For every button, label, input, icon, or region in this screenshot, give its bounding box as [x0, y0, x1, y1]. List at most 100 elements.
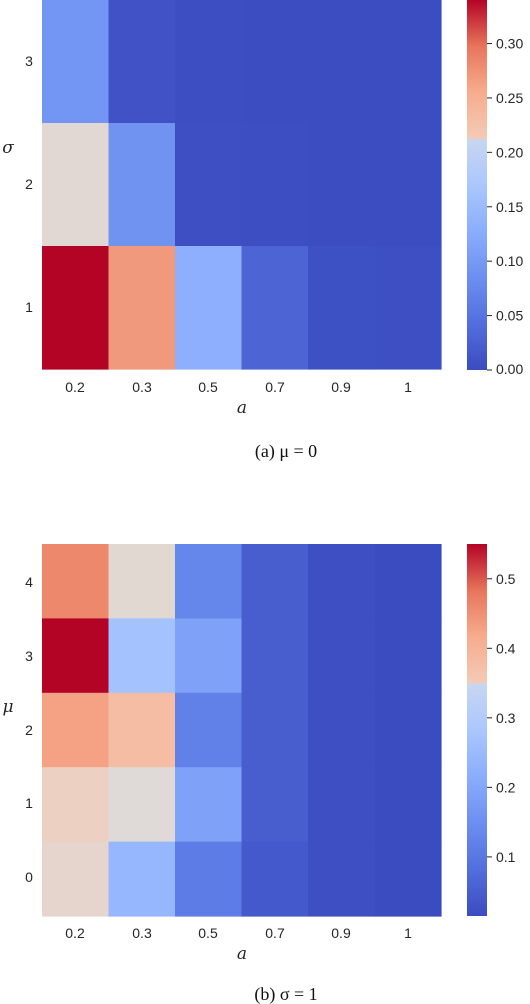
- colorbar-tick-label: 0.30: [496, 36, 523, 52]
- colorbar-tick-label: 0.00: [496, 361, 523, 377]
- heatmap-b-xtick-label: 0.7: [265, 925, 285, 941]
- heatmap-cell: [374, 618, 442, 694]
- heatmap-cell: [42, 544, 110, 619]
- heatmap-b-ytick-label: 1: [25, 795, 33, 811]
- heatmap-a-ytick-label: 3: [25, 53, 33, 69]
- heatmap-cell: [42, 767, 110, 843]
- heatmap-cell: [241, 246, 309, 370]
- colorbar-b: 0.1 0.2 0.3 0.4 0.5: [467, 544, 516, 916]
- heatmap-cell: [308, 246, 376, 370]
- heatmap-a-xtick-label: 0.2: [65, 379, 85, 395]
- colorbar-a-ticks: 0.00 0.05 0.10 0.15 0.20 0.25 0.30: [487, 36, 523, 377]
- colorbar-tick-label: 0.5: [496, 571, 516, 587]
- colorbar-tick-label: 0.25: [496, 90, 523, 106]
- heatmap-cell: [374, 123, 442, 247]
- heatmap-cell: [308, 767, 376, 843]
- colorbar-tick-label: 0.1: [496, 849, 516, 865]
- heatmap-cell: [241, 618, 309, 694]
- heatmap-cell: [374, 544, 442, 619]
- heatmap-cell: [175, 618, 243, 694]
- heatmap-cell: [175, 123, 243, 247]
- heatmap-cell: [241, 0, 309, 124]
- heatmap-cell: [241, 544, 309, 619]
- heatmap-b-yticks: 4 3 2 1 0: [25, 574, 33, 885]
- heatmap-a-yticks: 3 2 1: [25, 53, 33, 315]
- heatmap-cell: [42, 841, 110, 917]
- colorbar-tick-label: 0.3: [496, 710, 516, 726]
- heatmap-a-ylabel: σ: [2, 138, 14, 158]
- colorbar-tick-label: 0.4: [496, 640, 516, 656]
- heatmap-b-xlabel: a: [237, 944, 247, 964]
- heatmap-cell: [374, 767, 442, 843]
- heatmap-cell: [108, 618, 176, 694]
- heatmap-b-cells: [42, 544, 442, 917]
- heatmap-cell: [175, 544, 243, 619]
- heatmap-cell: [308, 841, 376, 917]
- heatmap-cell: [108, 767, 176, 843]
- heatmap-a-xtick-label: 0.7: [265, 379, 285, 395]
- heatmap-a-ytick-label: 1: [25, 299, 33, 315]
- heatmap-a-xtick-label: 0.3: [132, 379, 152, 395]
- colorbar-tick-label: 0.15: [496, 199, 523, 215]
- heatmap-b-xtick-label: 1: [404, 925, 412, 941]
- heatmap-cell: [241, 123, 309, 247]
- heatmap-cell: [308, 0, 376, 124]
- heatmap-a-ytick-label: 2: [25, 176, 33, 192]
- heatmap-cell: [108, 0, 176, 124]
- heatmap-a-xticks: 0.2 0.3 0.5 0.7 0.9 1: [65, 379, 412, 395]
- heatmap-a-xtick-label: 0.5: [198, 379, 218, 395]
- heatmap-cell: [108, 841, 176, 917]
- heatmap-cell: [42, 618, 110, 694]
- heatmap-b-ytick-label: 3: [25, 648, 33, 664]
- heatmap-cell: [175, 767, 243, 843]
- heatmap-cell: [108, 123, 176, 247]
- heatmap-a-cells: [42, 0, 442, 370]
- colorbar-b-ticks: 0.1 0.2 0.3 0.4 0.5: [487, 571, 516, 865]
- heatmap-cell: [241, 841, 309, 917]
- heatmap-a-xtick-label: 0.9: [331, 379, 351, 395]
- heatmap-a-xlabel: a: [237, 398, 247, 418]
- heatmap-cell: [108, 544, 176, 619]
- heatmap-cell: [42, 0, 110, 124]
- caption-a: (a) μ = 0: [255, 441, 317, 462]
- colorbar-a: 0.00 0.05 0.10 0.15 0.20 0.25 0.30: [467, 0, 523, 377]
- colorbar-tick-label: 0.05: [496, 308, 523, 324]
- heatmap-cell: [42, 246, 110, 370]
- heatmap-b-ytick-label: 2: [25, 722, 33, 738]
- colorbar-a-gradient: [467, 0, 487, 370]
- heatmap-cell: [175, 841, 243, 917]
- heatmap-b-xtick-label: 0.5: [198, 925, 218, 941]
- colorbar-tick-label: 0.20: [496, 144, 523, 160]
- heatmap-cell: [308, 618, 376, 694]
- heatmap-b-ytick-label: 0: [25, 869, 33, 885]
- heatmap-cell: [42, 123, 110, 247]
- heatmap-panel-b: 0.2 0.3 0.5 0.7 0.9 1 4 3 2 1 0 a μ 0.10…: [2, 544, 516, 1004]
- heatmap-cell: [241, 692, 309, 768]
- heatmap-cell: [175, 246, 243, 370]
- heatmap-panel-a: 0.2 0.3 0.5 0.7 0.9 1 3 2 1 a σ 0.00 0.05…: [2, 0, 523, 462]
- heatmap-cell: [241, 767, 309, 843]
- heatmap-cell: [308, 692, 376, 768]
- heatmap-b-xtick-label: 0.9: [331, 925, 351, 941]
- colorbar-tick-label: 0.2: [496, 779, 516, 795]
- heatmap-b-ytick-label: 4: [25, 574, 33, 590]
- heatmap-b-ylabel: μ: [2, 697, 13, 717]
- heatmap-b-xticks: 0.2 0.3 0.5 0.7 0.9 1: [65, 925, 412, 941]
- heatmap-b-xtick-label: 0.3: [132, 925, 152, 941]
- heatmap-cell: [374, 246, 442, 370]
- heatmap-cell: [374, 841, 442, 917]
- heatmap-cell: [175, 0, 243, 124]
- caption-b: (b) σ = 1: [254, 984, 317, 1004]
- heatmap-cell: [308, 544, 376, 619]
- heatmap-cell: [374, 692, 442, 768]
- heatmap-cell: [374, 0, 442, 124]
- heatmap-cell: [175, 692, 243, 768]
- heatmap-cell: [42, 692, 110, 768]
- colorbar-tick-label: 0.10: [496, 253, 523, 269]
- heatmap-a-xtick-label: 1: [404, 379, 412, 395]
- heatmap-cell: [108, 692, 176, 768]
- heatmap-cell: [108, 246, 176, 370]
- colorbar-b-gradient: [467, 544, 487, 916]
- heatmap-b-xtick-label: 0.2: [65, 925, 85, 941]
